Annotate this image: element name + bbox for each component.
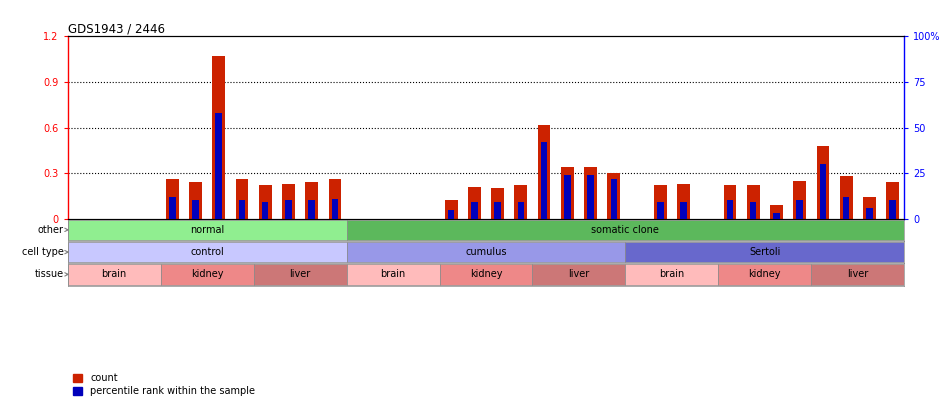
Bar [625,242,904,262]
Bar [471,202,478,219]
Bar [447,209,454,219]
Text: kidney: kidney [470,269,502,279]
Bar [866,208,872,219]
Bar [607,173,620,219]
Bar [468,187,480,219]
Text: normal: normal [190,225,225,235]
Bar [193,200,198,219]
Bar [718,264,811,285]
Text: Sertoli: Sertoli [749,247,780,257]
Bar [445,200,458,219]
Bar [657,202,664,219]
Text: liver: liver [569,269,589,279]
Bar [68,220,347,240]
Bar [329,179,341,219]
Legend: count, percentile rank within the sample: count, percentile rank within the sample [72,373,255,396]
Bar [540,142,547,219]
Bar [518,202,525,219]
Bar [532,264,625,285]
Bar [654,185,666,219]
Text: tissue: tissue [35,269,64,279]
Bar [588,175,594,219]
Text: somatic clone: somatic clone [591,225,659,235]
Bar [308,200,315,219]
Bar [863,197,876,219]
Bar [843,197,850,219]
Text: brain: brain [381,269,406,279]
Bar [258,185,272,219]
Bar [68,242,347,262]
Bar [282,184,295,219]
Bar [440,264,532,285]
Bar [817,146,829,219]
Text: liver: liver [290,269,311,279]
Bar [750,202,757,219]
Bar [239,200,245,219]
Bar [747,185,760,219]
Bar [347,220,904,240]
Text: liver: liver [847,269,869,279]
Bar [236,179,248,219]
Bar [212,56,225,219]
Bar [68,264,161,285]
Text: kidney: kidney [748,269,781,279]
Bar [564,175,571,219]
Bar [561,167,573,219]
Text: brain: brain [102,269,127,279]
Text: brain: brain [659,269,684,279]
Bar [796,200,803,219]
Bar [165,179,179,219]
Bar [215,113,222,219]
Bar [811,264,904,285]
Bar [839,176,853,219]
Bar [332,198,338,219]
Bar [886,182,899,219]
Bar [770,205,783,219]
Bar [538,124,551,219]
Bar [820,164,826,219]
Bar [611,179,617,219]
Bar [889,200,896,219]
Bar [254,264,347,285]
Bar [347,264,440,285]
Bar [584,167,597,219]
Bar [625,264,718,285]
Text: other: other [38,225,64,235]
Bar [492,188,504,219]
Bar [724,185,736,219]
Bar [677,184,690,219]
Bar [727,200,733,219]
Bar [169,197,176,219]
Text: GDS1943 / 2446: GDS1943 / 2446 [68,22,164,35]
Bar [189,182,202,219]
Bar [347,242,625,262]
Bar [793,181,807,219]
Bar [494,202,501,219]
Text: cell type: cell type [22,247,64,257]
Bar [306,182,318,219]
Text: control: control [190,247,224,257]
Bar [681,202,687,219]
Bar [285,200,291,219]
Text: kidney: kidney [191,269,224,279]
Bar [514,185,527,219]
Bar [161,264,254,285]
Bar [774,213,779,219]
Text: cumulus: cumulus [465,247,507,257]
Bar [262,202,269,219]
